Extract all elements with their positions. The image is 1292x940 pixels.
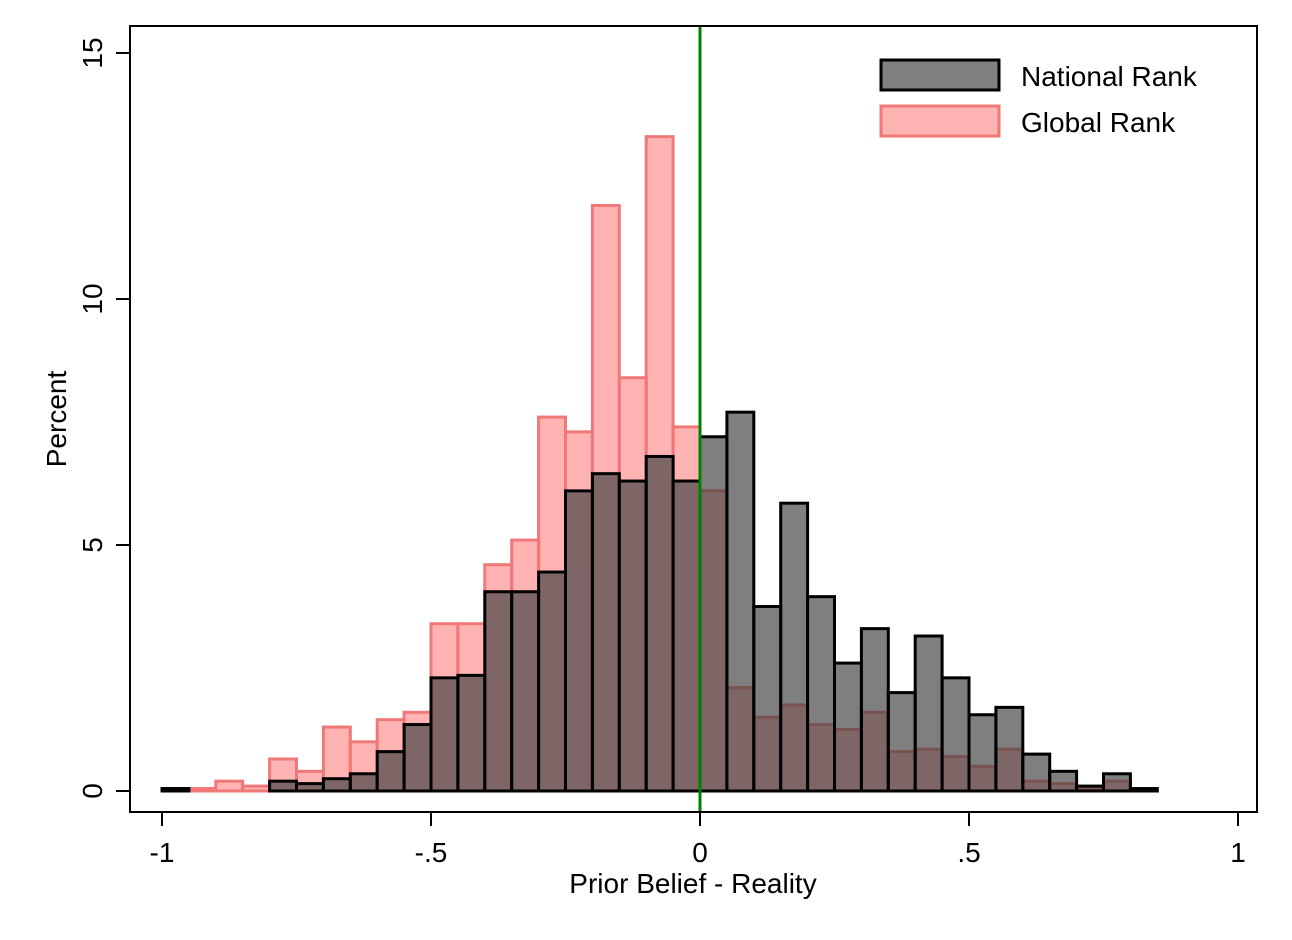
legend-label-national-rank: National Rank [1021,61,1198,92]
legend-swatch-global-rank [879,104,1001,138]
national-rank-bars [160,410,1159,793]
national-rank-bar-24 [806,595,836,793]
national-rank-bar-33 [1048,769,1079,793]
national-rank-bar-25 [833,661,863,793]
national-rank-bar-13 [510,590,541,793]
x-tick-label-3: .5 [957,837,980,868]
national-rank-bar-36 [1128,787,1159,793]
national-rank-bar-23 [779,501,810,793]
national-rank-bar-9 [402,723,433,793]
national-rank-bar-29 [940,676,971,793]
global-rank-bar-1 [187,787,218,793]
national-rank-bar-16 [590,472,621,793]
x-axis: -1 -.5 0 .5 1 [150,812,1246,868]
national-rank-bar-8 [375,750,406,793]
national-rank-bar-15 [564,489,594,793]
national-rank-bar-30 [967,713,998,793]
x-tick-label-2: 0 [692,837,708,868]
legend-swatch-national-rank [879,58,1001,92]
y-tick-label-3: 15 [77,37,108,68]
national-rank-bar-22 [752,605,783,793]
x-tick-label-0: -1 [150,837,175,868]
national-rank-bar-7 [348,772,379,793]
national-rank-bar-12 [483,590,514,793]
national-rank-bar-11 [456,673,487,793]
plot-frame [129,25,1258,813]
y-tick-label-1: 5 [77,537,108,553]
y-tick-label-2: 10 [77,283,108,314]
national-rank-bar-35 [1102,772,1132,793]
national-rank-bar-17 [617,479,648,793]
x-tick-label-1: -.5 [415,837,448,868]
global-rank-bar-3 [241,784,272,793]
national-rank-bar-27 [886,691,917,793]
national-rank-bar-19 [671,479,702,793]
national-rank-bar-34 [1075,784,1105,793]
national-rank-bar-32 [1021,752,1052,793]
national-rank-bar-31 [994,705,1025,793]
national-rank-bar-26 [859,627,890,793]
legend-label-global-rank: Global Rank [1021,107,1176,138]
national-rank-bar-21 [725,410,756,793]
national-rank-bar-20 [698,435,729,793]
y-tick-label-0: 0 [77,783,108,799]
x-tick-label-4: 1 [1230,837,1246,868]
national-rank-bar-6 [321,777,352,793]
chart-legend: National Rank Global Rank [879,58,1198,138]
national-rank-bar-10 [429,676,460,793]
x-axis-title: Prior Belief - Reality [569,868,816,899]
national-rank-bar-4 [268,779,299,793]
national-rank-bar-18 [644,454,675,793]
national-rank-bar-14 [537,570,567,793]
y-axis-title: Percent [41,371,72,468]
national-rank-bar-0 [160,787,191,793]
global-rank-bar-2 [214,779,245,793]
y-axis: 0 5 10 15 [77,37,130,799]
national-rank-bar-28 [913,634,944,793]
national-rank-bar-5 [295,782,325,793]
